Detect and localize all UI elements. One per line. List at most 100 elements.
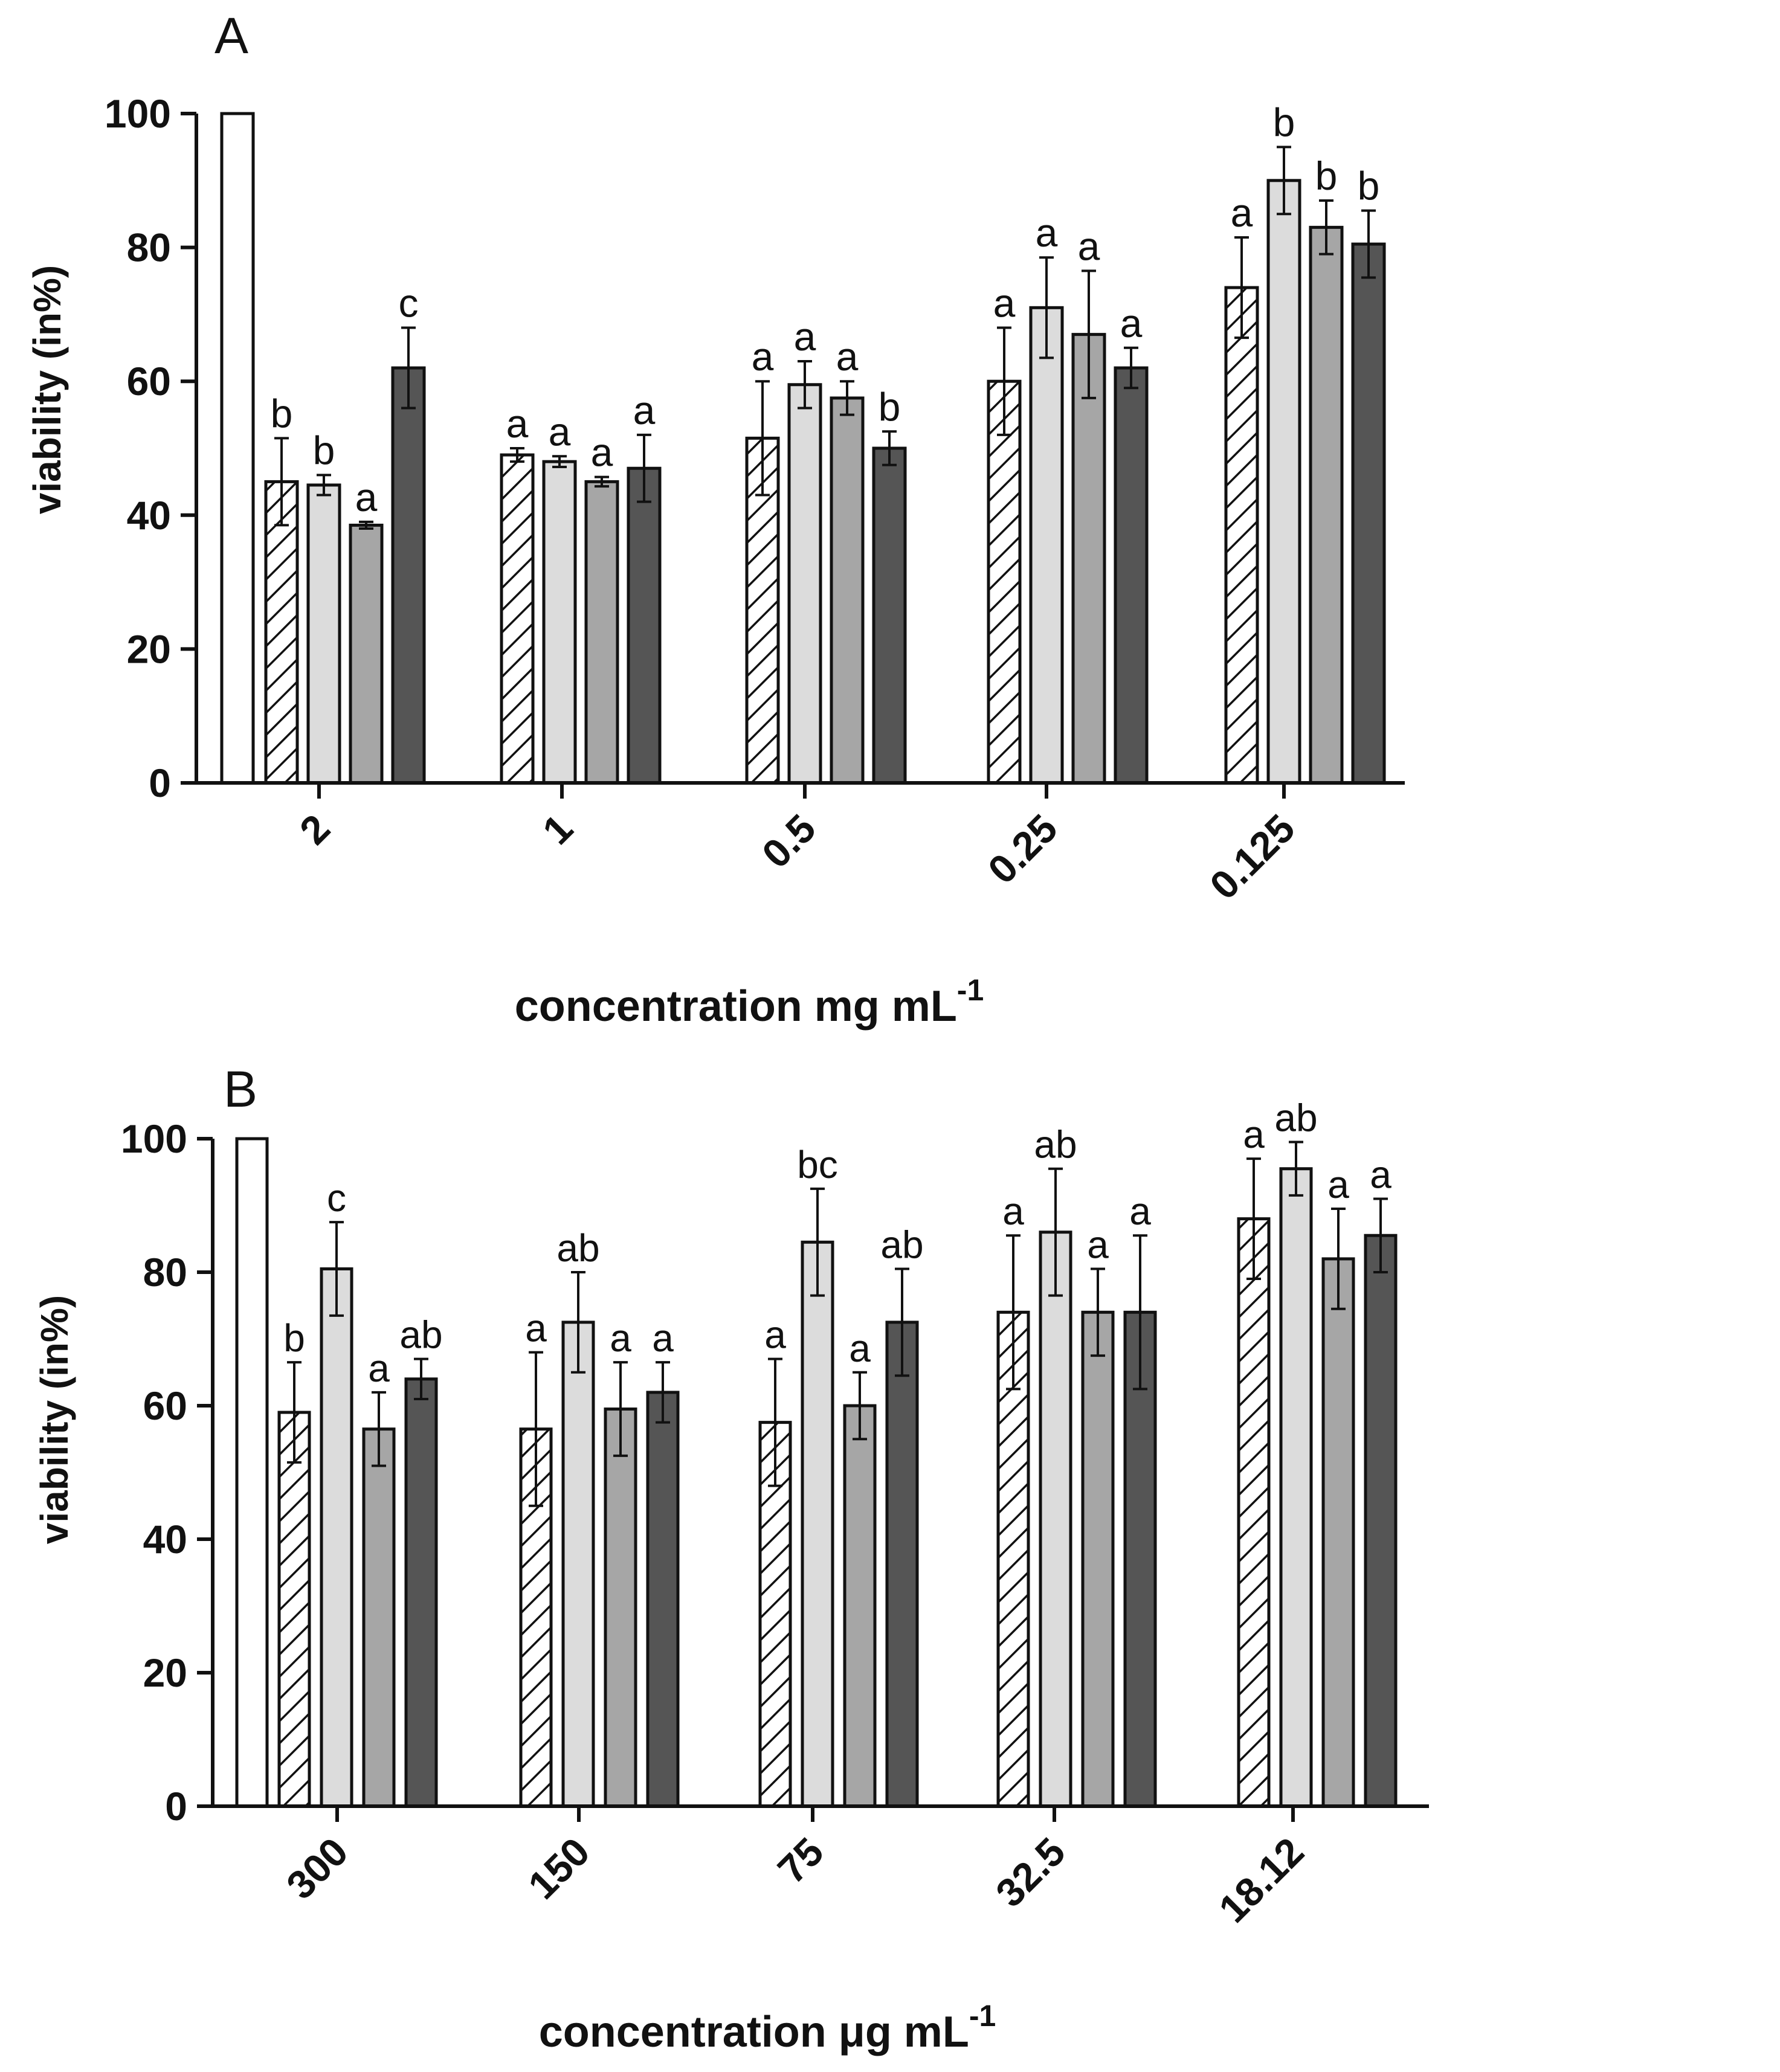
- significance-label: a: [1129, 1189, 1151, 1233]
- bar-m1: [787, 383, 822, 785]
- bar-m1: [1039, 1231, 1072, 1808]
- y-tick-label: 20: [143, 1650, 187, 1695]
- panel-b-ylabel: viability (in%): [33, 1295, 76, 1545]
- bar-control: [235, 1137, 269, 1808]
- y-tick-label: 100: [105, 91, 171, 136]
- bar-m3: [391, 366, 426, 785]
- panel-b-x-ticks: 300 150 75 32.5 18.12: [278, 1806, 1312, 1931]
- bar-m3: [1114, 366, 1149, 785]
- panel-a-x-ticks: 2 1 0.5 0.25 0.125: [291, 783, 1303, 908]
- significance-label: a: [525, 1307, 547, 1350]
- panel-b-y-ticks: 0 20 40 60 80 100: [121, 1116, 213, 1829]
- significance-label: a: [993, 281, 1016, 326]
- bar-m2: [843, 1404, 877, 1808]
- x-tick-label: 0.125: [1201, 806, 1303, 908]
- significance-label: a: [752, 334, 774, 379]
- bar-m1: [1266, 179, 1301, 785]
- x-tick-label: 0.5: [753, 806, 824, 877]
- bar-m2: [830, 396, 865, 785]
- y-tick-label: 80: [143, 1250, 187, 1295]
- significance-label: b: [1315, 153, 1338, 198]
- significance-label: c: [399, 281, 419, 326]
- significance-label: a: [1036, 210, 1058, 255]
- panel-a: A viability (in%) 0 20 40 60 80 100 2 1 0.5 0.25…: [25, 7, 1405, 1031]
- bar-m1: [561, 1321, 595, 1808]
- significance-label: b: [313, 428, 335, 472]
- significance-label: a: [355, 475, 378, 520]
- bar-m3: [627, 466, 662, 785]
- y-tick-label: 0: [165, 1784, 187, 1829]
- bar-m2: [1081, 1310, 1115, 1808]
- bar-m2: [1321, 1257, 1355, 1808]
- significance-label: a: [794, 314, 816, 359]
- x-tick-label: 0.25: [979, 806, 1066, 892]
- significance-label: b: [283, 1316, 305, 1360]
- x-tick-label: 150: [520, 1829, 598, 1908]
- bar-m2: [362, 1427, 396, 1808]
- significance-label: b: [1358, 164, 1380, 208]
- y-tick-label: 100: [121, 1116, 187, 1161]
- bar-m3: [872, 446, 907, 785]
- panel-b-label: B: [224, 1061, 257, 1118]
- significance-label: ab: [556, 1226, 599, 1270]
- bar-m3: [1351, 242, 1386, 785]
- x-tick-label: 300: [278, 1829, 356, 1908]
- x-tick-label: 2: [291, 806, 338, 853]
- panel-a-label: A: [214, 7, 248, 64]
- bar-cw: [500, 453, 535, 785]
- significance-label: a: [1327, 1163, 1349, 1206]
- bar-m2: [604, 1408, 637, 1808]
- panel-a-xlabel-sup: -1: [957, 973, 984, 1007]
- x-tick-label: 32.5: [987, 1829, 1074, 1916]
- significance-label: a: [633, 388, 656, 433]
- bar-m3: [404, 1377, 438, 1808]
- significance-label: a: [1002, 1189, 1024, 1233]
- significance-label: ab: [399, 1313, 442, 1357]
- bar-m2: [1309, 225, 1344, 785]
- panel-b-xlabel-text: concentration μg mL: [539, 2008, 969, 2056]
- bar-m2: [584, 480, 619, 785]
- significance-label: a: [1078, 224, 1100, 268]
- significance-label: bc: [797, 1143, 838, 1186]
- significance-label: c: [327, 1176, 346, 1220]
- bar-m1: [1279, 1167, 1313, 1808]
- y-tick-label: 20: [127, 626, 171, 671]
- x-tick-label: 75: [769, 1829, 832, 1892]
- bar-m3: [646, 1391, 680, 1808]
- bar-cw: [1237, 1217, 1271, 1808]
- bar-m3: [1123, 1310, 1157, 1808]
- significance-label: a: [1243, 1113, 1265, 1156]
- significance-label: ab: [880, 1223, 923, 1266]
- significance-label: ab: [1274, 1096, 1317, 1140]
- significance-label: b: [879, 384, 901, 429]
- panel-a-ylabel: viability (in%): [25, 265, 69, 515]
- significance-label: a: [849, 1327, 871, 1370]
- bar-m3: [885, 1321, 919, 1808]
- significance-label: a: [1370, 1153, 1391, 1196]
- significance-label: a: [506, 401, 529, 446]
- bar-control: [220, 112, 255, 785]
- x-tick-label: 1: [534, 806, 581, 853]
- y-tick-label: 40: [127, 493, 171, 538]
- y-tick-label: 0: [149, 761, 171, 805]
- bar-m3: [1364, 1234, 1398, 1808]
- bar-m1: [801, 1240, 834, 1808]
- y-tick-label: 60: [143, 1383, 187, 1428]
- significance-label: ab: [1034, 1123, 1077, 1166]
- significance-label: a: [1120, 301, 1143, 346]
- panel-a-xlabel: concentration mg mL-1: [515, 973, 984, 1031]
- bar-m1: [306, 483, 341, 785]
- significance-label: a: [764, 1313, 786, 1357]
- significance-label: a: [591, 430, 613, 475]
- panel-b-xlabel: concentration μg mL-1: [539, 1999, 996, 2056]
- bar-cw: [264, 480, 299, 785]
- significance-label: a: [1087, 1223, 1109, 1266]
- y-tick-label: 60: [127, 359, 171, 404]
- bar-m2: [1071, 333, 1106, 785]
- bar-cw: [1224, 286, 1259, 785]
